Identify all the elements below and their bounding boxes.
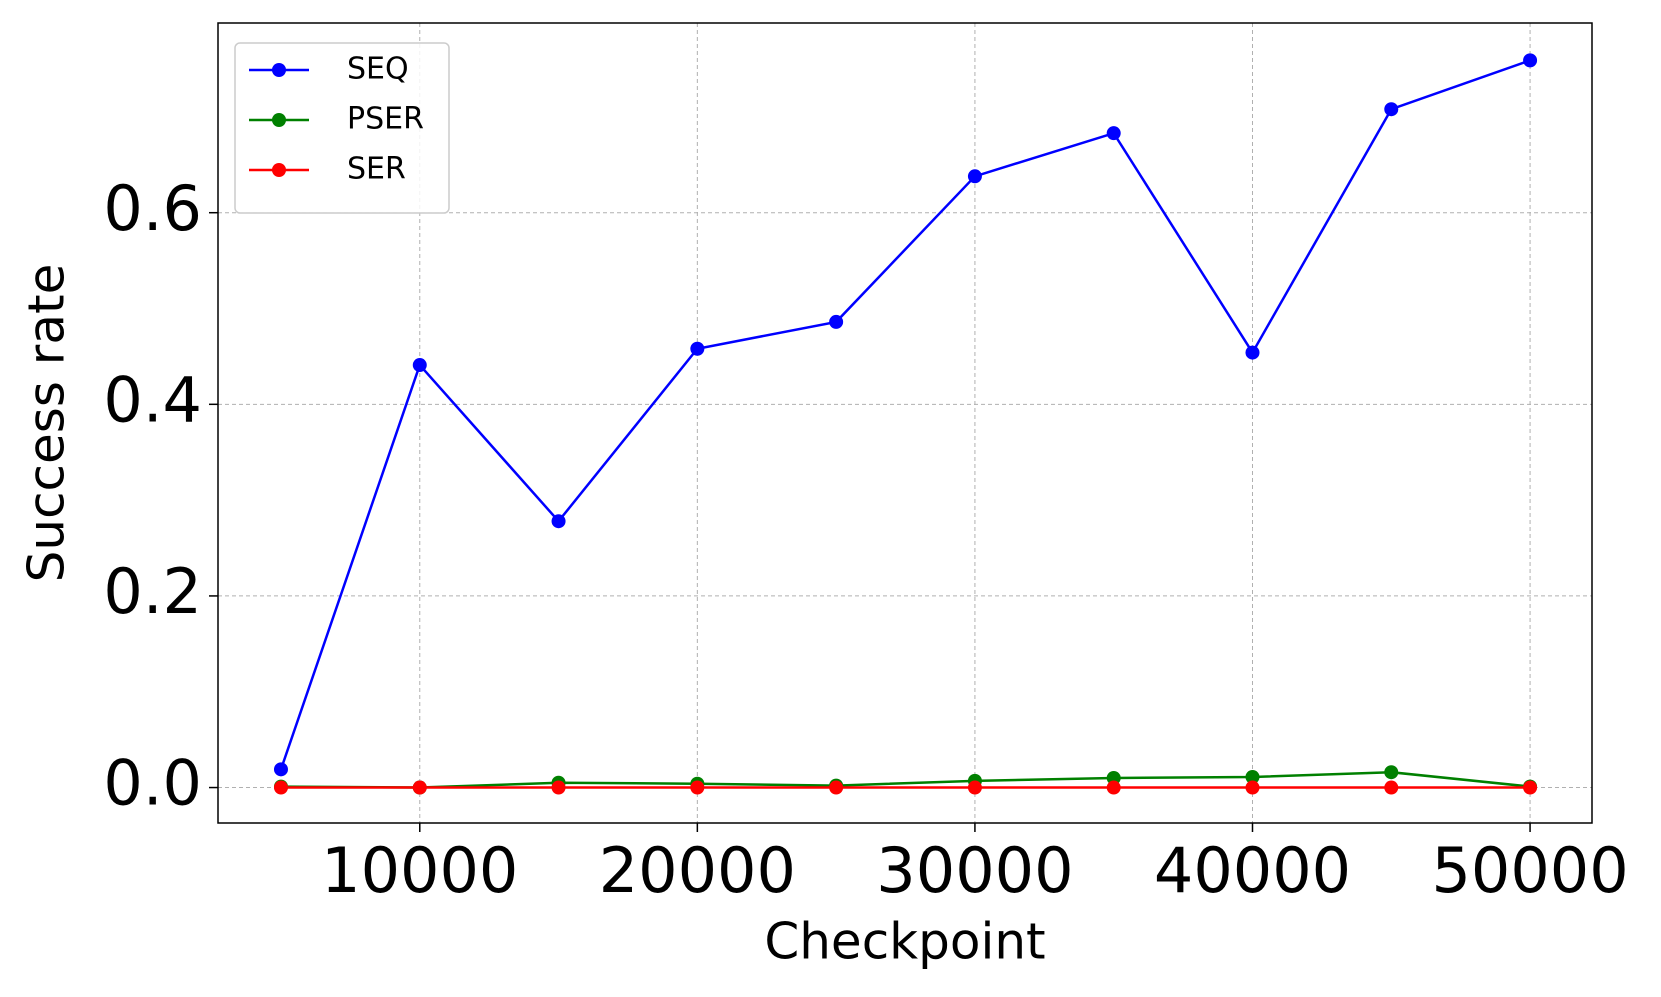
data-point	[1106, 780, 1121, 795]
series-line	[279, 59, 1531, 770]
data-point	[1523, 53, 1538, 68]
legend-marker	[272, 113, 286, 127]
legend-label: PSER	[347, 102, 424, 137]
data-point	[1245, 780, 1260, 795]
legend-label: SER	[347, 152, 406, 187]
x-tick-label: 30000	[876, 834, 1073, 907]
y-tick-label: 0.4	[103, 363, 202, 436]
data-point	[273, 762, 288, 777]
x-tick-label: 50000	[1431, 834, 1628, 907]
data-point	[967, 169, 982, 184]
x-tick-label: 10000	[321, 834, 518, 907]
y-tick-label: 0.2	[103, 555, 202, 628]
legend-label: SEQ	[347, 52, 409, 87]
data-point	[1384, 102, 1399, 117]
data-point	[412, 358, 427, 373]
x-tick-label: 40000	[1154, 834, 1351, 907]
x-tick-label: 20000	[599, 834, 796, 907]
data-point	[967, 780, 982, 795]
plot-frame	[217, 22, 1593, 824]
x-axis-label: Checkpoint	[764, 913, 1045, 971]
y-axis-label: Success rate	[18, 264, 76, 583]
data-point	[690, 780, 705, 795]
data-point	[690, 341, 705, 356]
data-point	[829, 314, 844, 329]
data-point	[1384, 765, 1399, 780]
legend-marker	[272, 163, 286, 177]
data-point	[412, 780, 427, 795]
data-point	[1106, 126, 1121, 141]
legend-marker	[272, 63, 286, 77]
data-point	[1523, 780, 1538, 795]
data-point	[551, 514, 566, 529]
y-tick-label: 0.0	[103, 747, 202, 820]
data-point	[829, 780, 844, 795]
y-tick-label: 0.6	[103, 172, 202, 245]
data-point	[273, 780, 288, 795]
data-point	[1245, 345, 1260, 360]
series-line	[280, 770, 1531, 789]
data-point	[1106, 770, 1121, 785]
data-point	[551, 780, 566, 795]
data-point	[1245, 770, 1260, 785]
data-point	[1384, 780, 1399, 795]
